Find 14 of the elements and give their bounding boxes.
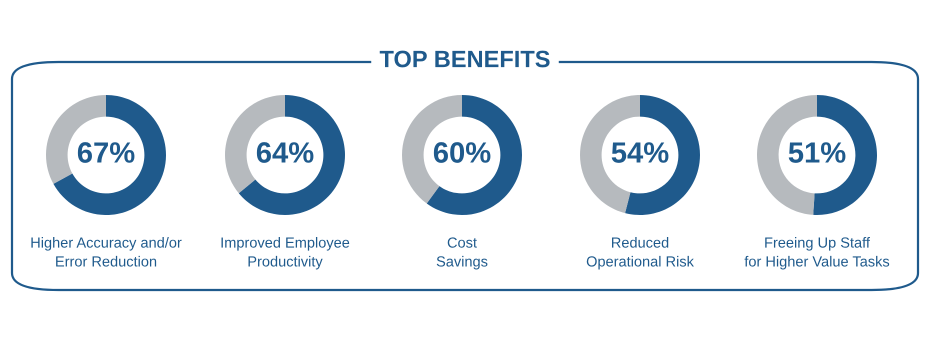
text: Freeing Up Staff for Higher Value Tasks xyxy=(744,237,890,270)
donut-slice xyxy=(53,95,166,215)
donut-slice xyxy=(426,95,522,215)
text: Higher Accuracy and/or Error Reduction xyxy=(31,237,182,267)
data-label: 54% xyxy=(612,142,668,163)
data-label: 51% xyxy=(788,142,846,163)
text: Cost Savings xyxy=(436,237,488,270)
data-label: 60% xyxy=(434,142,490,163)
text: TOP BENEFITS xyxy=(380,50,550,68)
text: Improved Employee Productivity xyxy=(222,237,350,270)
text: Reduced Operational Risk xyxy=(586,237,694,270)
data-label: 67% xyxy=(78,142,134,163)
donut-slice xyxy=(238,95,345,215)
data-label: 64% xyxy=(256,142,314,163)
